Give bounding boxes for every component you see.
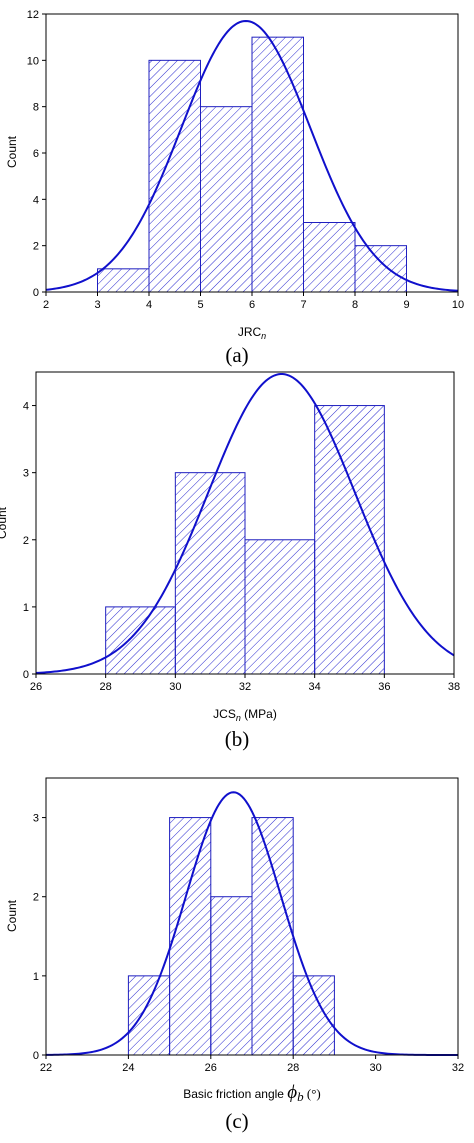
y-tick-label-b: 3 bbox=[23, 468, 29, 480]
x-tick-label-a: 8 bbox=[352, 299, 358, 311]
x-axis-label-sub-a: n bbox=[261, 331, 266, 341]
x-axis-label-suffix-c: (°) bbox=[304, 1086, 321, 1101]
histogram-bar-a-4 bbox=[251, 36, 304, 293]
x-axis-label-a: JRCn bbox=[238, 325, 266, 341]
y-tick-label-a: 2 bbox=[33, 241, 39, 253]
x-axis-label-sub-c: b bbox=[297, 1089, 304, 1104]
histogram-bar-a-5 bbox=[303, 222, 356, 293]
histogram-bar-b-1 bbox=[105, 606, 176, 675]
y-tick-label-b: 2 bbox=[23, 535, 29, 547]
x-tick-label-b: 30 bbox=[169, 681, 181, 693]
y-axis-label-a: Count bbox=[5, 135, 19, 168]
histogram-bar-c-4 bbox=[251, 817, 294, 1056]
x-axis-label-suffix-b: (MPa) bbox=[241, 707, 277, 721]
x-tick-label-c: 32 bbox=[452, 1062, 464, 1074]
x-tick-label-a: 9 bbox=[403, 299, 409, 311]
plot-frame-c bbox=[45, 777, 459, 1056]
y-tick-label-a: 8 bbox=[33, 102, 39, 114]
y-tick-label-c: 0 bbox=[33, 1050, 39, 1062]
bars-a bbox=[97, 36, 407, 293]
bars-c bbox=[127, 817, 335, 1056]
x-axis-label-c: Basic friction angle ϕb (°) bbox=[183, 1082, 321, 1104]
x-tick-label-a: 2 bbox=[43, 299, 49, 311]
histogram-bar-a-6 bbox=[354, 245, 407, 293]
x-axis-ticks-b: 26 28 30 32 34 36 38 bbox=[30, 674, 460, 693]
histogram-bar-a-3 bbox=[200, 106, 253, 293]
histogram-bar-b-4 bbox=[314, 405, 385, 675]
y-tick-label-c: 2 bbox=[33, 892, 39, 904]
x-tick-label-c: 26 bbox=[205, 1062, 217, 1074]
x-axis-label-symbol-c: ϕ bbox=[287, 1082, 297, 1103]
y-tick-label-a: 0 bbox=[33, 287, 39, 299]
histogram-bar-c-3 bbox=[210, 896, 253, 1056]
histogram-bar-b-3 bbox=[244, 539, 316, 675]
x-tick-label-a: 4 bbox=[146, 299, 152, 311]
x-tick-label-a: 5 bbox=[197, 299, 203, 311]
normal-fit-curve-b bbox=[35, 373, 455, 674]
x-tick-label-a: 10 bbox=[452, 299, 464, 311]
x-tick-label-c: 30 bbox=[369, 1062, 381, 1074]
x-axis-label-b: JCSn (MPa) bbox=[213, 707, 277, 723]
normal-fit-curve-c bbox=[45, 791, 458, 1056]
histogram-bar-a-2 bbox=[148, 59, 201, 293]
histogram-bar-c-5 bbox=[292, 975, 335, 1056]
x-axis-label-main-c: Basic friction angle bbox=[183, 1087, 284, 1101]
x-axis-ticks-c: 22 24 26 28 30 32 bbox=[40, 1055, 464, 1074]
y-axis-ticks-c: 0 1 2 3 bbox=[33, 813, 46, 1062]
x-tick-label-c: 22 bbox=[40, 1062, 52, 1074]
y-tick-label-b: 0 bbox=[23, 669, 29, 681]
histogram-bar-a-1 bbox=[97, 268, 150, 293]
y-tick-label-c: 1 bbox=[33, 971, 39, 983]
y-axis-ticks-a: 0 2 4 6 8 10 12 bbox=[27, 9, 46, 299]
x-tick-label-c: 24 bbox=[122, 1062, 134, 1074]
panel-label-b: (b) bbox=[225, 727, 250, 751]
x-tick-label-a: 6 bbox=[249, 299, 255, 311]
x-tick-label-b: 34 bbox=[309, 681, 321, 693]
y-tick-label-a: 10 bbox=[27, 55, 39, 67]
y-tick-label-a: 6 bbox=[33, 148, 39, 160]
x-axis-label-sub-b: n bbox=[236, 713, 241, 723]
histogram-bar-b-2 bbox=[174, 472, 246, 675]
x-tick-label-b: 32 bbox=[239, 681, 251, 693]
x-tick-label-a: 3 bbox=[94, 299, 100, 311]
x-tick-label-b: 36 bbox=[378, 681, 390, 693]
chart-panel-c: 22 24 26 28 30 32 0 1 2 3 Count Basic friction a… bbox=[5, 777, 464, 1133]
y-axis-ticks-b: 0 1 2 3 4 bbox=[23, 401, 36, 681]
y-tick-label-b: 1 bbox=[23, 602, 29, 614]
x-axis-label-main-a: JRC bbox=[238, 325, 262, 339]
x-axis-ticks-a: 2 3 4 5 6 7 8 9 10 bbox=[43, 292, 464, 311]
panel-label-c: (c) bbox=[225, 1109, 248, 1133]
x-tick-label-b: 28 bbox=[100, 681, 112, 693]
normal-fit-curve-a bbox=[45, 19, 459, 292]
y-tick-label-c: 3 bbox=[33, 813, 39, 825]
y-axis-label-c: Count bbox=[5, 899, 19, 932]
y-tick-label-b: 4 bbox=[23, 401, 29, 413]
x-axis-label-main-b: JCS bbox=[213, 707, 236, 721]
y-tick-label-a: 12 bbox=[27, 9, 39, 21]
y-axis-label-b: Count bbox=[0, 506, 9, 539]
panel-label-a: (a) bbox=[225, 343, 248, 367]
bars-b bbox=[105, 405, 385, 675]
y-tick-label-a: 4 bbox=[33, 194, 39, 206]
x-tick-label-b: 38 bbox=[448, 681, 460, 693]
x-tick-label-b: 26 bbox=[30, 681, 42, 693]
x-tick-label-c: 28 bbox=[287, 1062, 299, 1074]
histogram-bar-c-2 bbox=[169, 817, 212, 1056]
x-tick-label-a: 7 bbox=[300, 299, 306, 311]
histogram-bar-c-1 bbox=[127, 975, 171, 1056]
